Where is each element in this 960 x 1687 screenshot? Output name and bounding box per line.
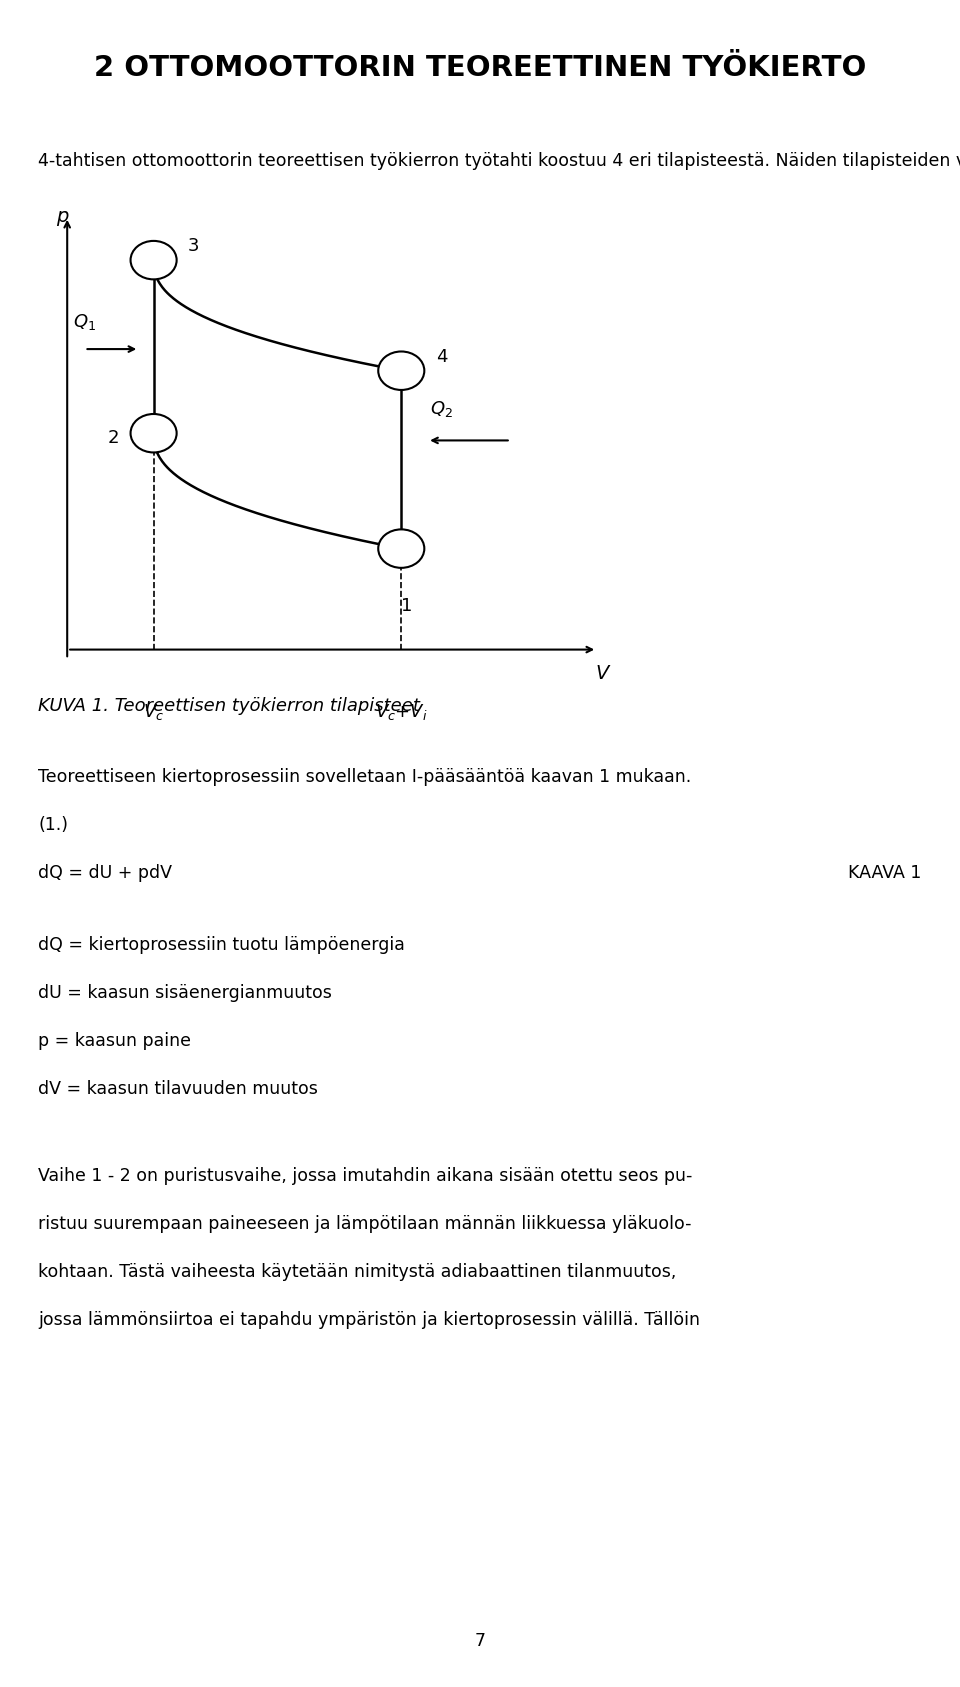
Text: 1: 1: [401, 597, 413, 614]
Text: dQ = kiertoprosessiin tuotu lämpöenergia: dQ = kiertoprosessiin tuotu lämpöenergia: [38, 936, 405, 953]
Text: $Q_1$: $Q_1$: [73, 312, 96, 332]
Text: ristuu suurempaan paineeseen ja lämpötilaan männän liikkuessa yläkuolo-: ristuu suurempaan paineeseen ja lämpötil…: [38, 1215, 692, 1233]
Circle shape: [131, 241, 177, 280]
Text: $\mathit{V}_c$: $\mathit{V}_c$: [143, 702, 164, 722]
Text: dQ = dU + pdV: dQ = dU + pdV: [38, 864, 173, 882]
Text: kohtaan. Tästä vaiheesta käytetään nimitystä adiabaattinen tilanmuutos,: kohtaan. Tästä vaiheesta käytetään nimit…: [38, 1264, 677, 1280]
Text: 2 OTTOMOOTTORIN TEOREETTINEN TYÖKIERTO: 2 OTTOMOOTTORIN TEOREETTINEN TYÖKIERTO: [94, 54, 866, 83]
Text: KUVA 1. Teoreettisen työkierron tilapisteet: KUVA 1. Teoreettisen työkierron tilapist…: [38, 697, 420, 715]
Text: dV = kaasun tilavuuden muutos: dV = kaasun tilavuuden muutos: [38, 1080, 319, 1098]
Circle shape: [378, 530, 424, 569]
Text: 4: 4: [436, 348, 447, 366]
Text: Vaihe 1 - 2 on puristusvaihe, jossa imutahdin aikana sisään otettu seos pu-: Vaihe 1 - 2 on puristusvaihe, jossa imut…: [38, 1167, 693, 1184]
Text: p = kaasun paine: p = kaasun paine: [38, 1032, 191, 1049]
Text: V: V: [595, 665, 609, 683]
Text: jossa lämmönsiirtoa ei tapahdu ympäristön ja kiertoprosessin välillä. Tällöin: jossa lämmönsiirtoa ei tapahdu ympäristö…: [38, 1311, 701, 1329]
Text: KAAVA 1: KAAVA 1: [849, 864, 922, 882]
Text: p: p: [56, 208, 68, 226]
Text: 7: 7: [474, 1631, 486, 1650]
Text: 3: 3: [188, 238, 200, 255]
Circle shape: [131, 413, 177, 452]
Text: (1.): (1.): [38, 815, 68, 833]
Text: Teoreettiseen kiertoprosessiin sovelletaan I-pääsääntöä kaavan 1 mukaan.: Teoreettiseen kiertoprosessiin sovelleta…: [38, 768, 691, 786]
Text: 2: 2: [108, 428, 119, 447]
Text: $Q_2$: $Q_2$: [430, 398, 453, 418]
Text: $\mathit{V}_c$+$\mathit{V}_i$: $\mathit{V}_c$+$\mathit{V}_i$: [375, 702, 427, 722]
Circle shape: [378, 351, 424, 390]
Text: 4-tahtisen ottomoottorin teoreettisen työkierron työtahti koostuu 4 eri tilapist: 4-tahtisen ottomoottorin teoreettisen ty…: [38, 152, 960, 170]
Text: dU = kaasun sisäenergianmuutos: dU = kaasun sisäenergianmuutos: [38, 984, 332, 1002]
